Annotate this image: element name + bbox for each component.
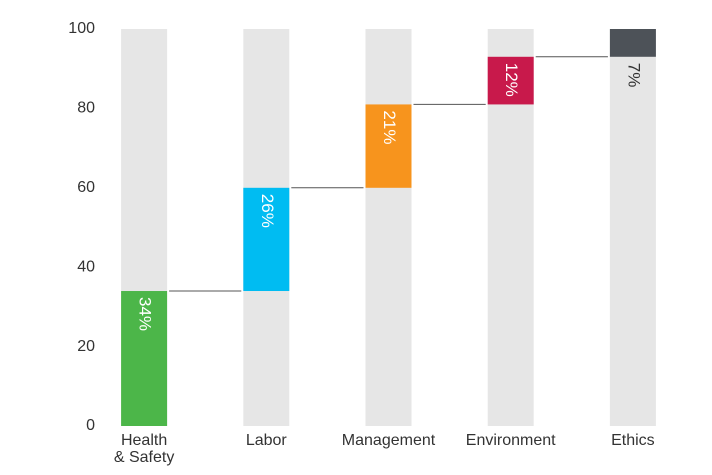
bar xyxy=(243,187,290,292)
x-tick-label: Ethics xyxy=(611,432,655,449)
bar xyxy=(121,291,168,426)
background-bar xyxy=(365,29,412,426)
x-tick-label: Environment xyxy=(465,432,556,449)
value-label: 26% xyxy=(258,194,277,228)
x-tick-label: Health & Safety xyxy=(113,432,175,466)
background-bar xyxy=(609,29,656,426)
bar xyxy=(487,56,534,105)
value-label: 7% xyxy=(624,63,643,88)
bar xyxy=(365,104,412,188)
x-tick-label: Management xyxy=(341,432,436,449)
y-tick-label: 100 xyxy=(68,20,95,37)
value-label: 12% xyxy=(502,63,521,97)
y-tick-label: 80 xyxy=(77,100,95,117)
y-tick-label: 0 xyxy=(86,417,95,434)
x-tick-label: Labor xyxy=(245,432,287,449)
value-label: 21% xyxy=(380,110,399,144)
y-tick-label: 20 xyxy=(77,338,95,355)
y-tick-label: 40 xyxy=(77,258,95,275)
bar xyxy=(609,29,656,57)
value-label: 34% xyxy=(136,297,155,331)
y-tick-label: 60 xyxy=(77,179,95,196)
